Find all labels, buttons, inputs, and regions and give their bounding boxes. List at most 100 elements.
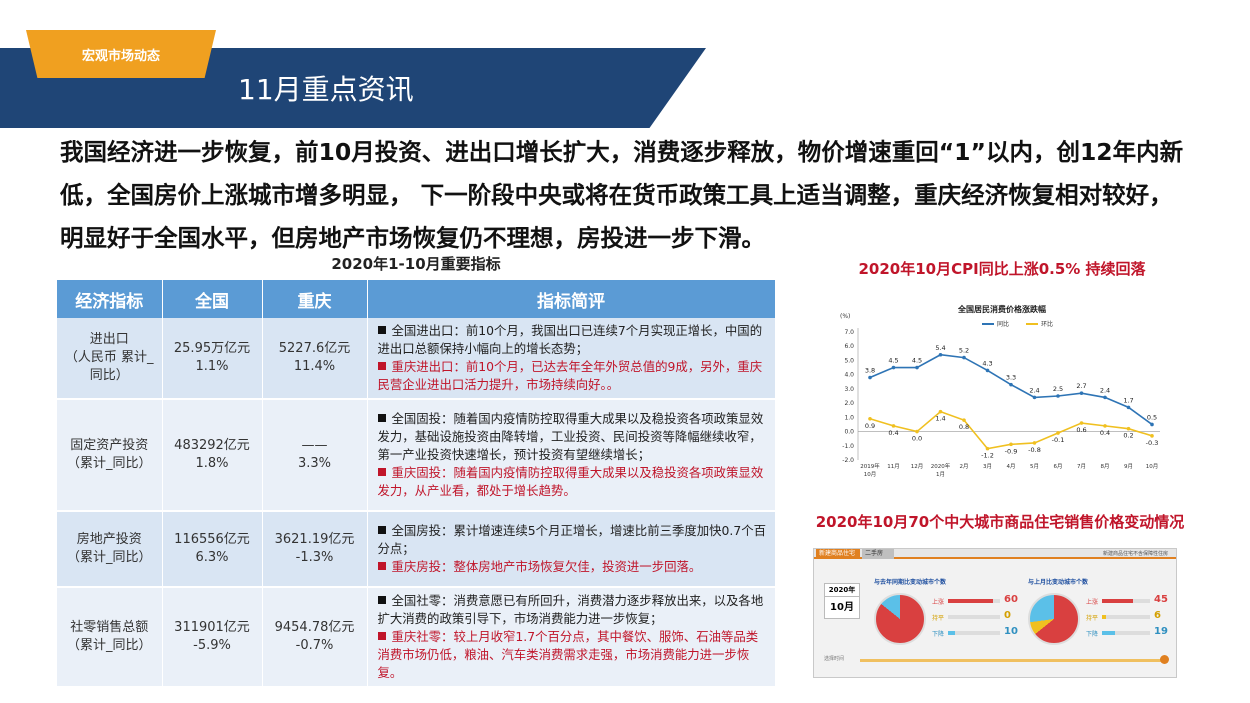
bullet-square-icon: [377, 562, 386, 570]
bullet-square-icon: [377, 414, 386, 422]
mom-up-label: 上涨: [1086, 599, 1099, 606]
national-comment: 全国社零：消费意愿已有所回升，消费潜力逐步释放出来，以及各地扩大消费的政策引导下…: [377, 592, 769, 628]
data-label: 4.3: [982, 359, 992, 367]
x-tick-label: 2019年: [860, 462, 880, 470]
y-tick-label: 0.0: [844, 429, 854, 436]
table-row: 固定资产投资 （累计_同比） 483292亿元 1.8% —— 3.3% 全国固投：随…: [57, 399, 776, 512]
y-tick-label: 3.0: [844, 386, 854, 393]
data-point: [1009, 442, 1013, 447]
y-tick-label: 7.0: [844, 329, 854, 336]
cell-comment: 全国固投：随着国内疫情防控取得重大成果以及稳投资各项政策显效发力，基础设施投资由…: [367, 399, 776, 512]
table-row: 进出口 （人民币 累计_同比） 25.95万亿元 1.1% 5227.6亿元 11.…: [57, 318, 776, 400]
cell-chongqing: —— 3.3%: [262, 399, 368, 512]
bullet-square-icon: [377, 326, 386, 334]
yoy-up-label: 上涨: [932, 599, 945, 606]
data-point: [1150, 434, 1154, 438]
data-point: [1103, 395, 1107, 400]
comment-text: 重庆固投：随着国内疫情防控取得重大成果以及稳投资各项政策显效发力，从产业看，都处…: [377, 465, 764, 498]
y-axis-label: (%): [840, 313, 850, 320]
date-year: 2020年: [825, 584, 859, 597]
data-label: 0.4: [1100, 429, 1110, 437]
y-tick-label: -2.0: [842, 457, 854, 464]
data-label: -0.9: [1005, 447, 1018, 455]
date-month: 10月: [830, 602, 854, 613]
tab-used-housing[interactable]: 二手房: [862, 549, 894, 559]
yoy-down-count: 10: [1004, 626, 1018, 637]
date-selector[interactable]: 2020年 10月: [824, 583, 860, 619]
data-point: [1126, 405, 1131, 410]
table-row: 房地产投资 （累计_同比） 116556亿元 6.3% 3621.19亿元 -1.3…: [57, 511, 776, 588]
yoy-down-bar: [948, 631, 956, 635]
data-label: 5.4: [935, 344, 945, 352]
data-point: [891, 365, 896, 370]
data-point: [1056, 394, 1060, 398]
cell-national: 483292亿元 1.8%: [162, 399, 263, 512]
data-point: [1056, 431, 1060, 435]
data-point: [891, 424, 896, 428]
data-label: 3.8: [865, 367, 875, 375]
mom-flat-count: 6: [1154, 610, 1161, 621]
cell-national: 25.95万亿元 1.1%: [162, 318, 263, 400]
comment-text: 全国社零：消费意愿已有所回升，消费潜力逐步释放出来，以及各地扩大消费的政策引导下…: [377, 593, 764, 626]
national-comment: 全国房投：累计增速连续5个月正增长，增速比前三季度加快0.7个百分点；: [377, 522, 769, 558]
bullet-square-icon: [377, 632, 386, 640]
y-tick-label: 5.0: [844, 357, 854, 364]
mom-down-bar: [1102, 631, 1116, 635]
x-tick-label: 1月: [936, 471, 945, 478]
cell-chongqing: 3621.19亿元 -1.3%: [262, 511, 368, 588]
col-header-national: 全国: [162, 280, 263, 318]
data-point: [1009, 382, 1013, 387]
data-label: -1.2: [981, 452, 994, 460]
data-point: [1032, 441, 1037, 445]
timeline-handle[interactable]: [1160, 655, 1169, 664]
mom-down-count: 19: [1154, 626, 1168, 637]
data-point: [1126, 426, 1131, 431]
x-tick-label: 4月: [1007, 463, 1016, 470]
x-tick-label: 10月: [864, 471, 877, 478]
chongqing-comment: 重庆固投：随着国内疫情防控取得重大成果以及稳投资各项政策显效发力，从产业看，都处…: [377, 464, 769, 500]
col-header-chongqing: 重庆: [262, 280, 368, 318]
data-label: 4.5: [888, 357, 898, 365]
data-point: [938, 352, 943, 357]
data-point: [962, 418, 966, 422]
data-point: [1103, 424, 1107, 428]
chongqing-comment: 重庆社零：较上月收窄1.7个百分点，其中餐饮、服饰、石油等品类消费市场仍低，粮油…: [377, 628, 769, 682]
x-tick-label: 6月: [1054, 463, 1063, 470]
yoy-label: 与去年同期比变动城市个数: [874, 579, 947, 586]
data-label: 3.3: [1006, 374, 1016, 382]
y-tick-label: 4.0: [844, 372, 854, 379]
x-tick-label: 12月: [911, 463, 924, 470]
data-label: -0.3: [1146, 439, 1159, 447]
table-header-row: 经济指标 全国 重庆 指标简评: [57, 280, 776, 318]
col-header-indicator: 经济指标: [57, 280, 163, 318]
y-tick-label: 1.0: [844, 414, 854, 421]
data-point: [868, 375, 872, 380]
indicator-table: 经济指标 全国 重庆 指标简评 进出口 （人民币 累计_同比） 25.95万亿元 …: [57, 280, 776, 688]
data-label: 0.5: [1147, 413, 1157, 421]
legend-label: 环比: [1041, 320, 1053, 328]
yoy-flat-count: 0: [1004, 610, 1011, 621]
legend-label: 同比: [997, 320, 1009, 328]
x-tick-label: 11月: [887, 463, 900, 470]
cpi-chart-svg: 全国居民消费价格涨跌幅 (%) 同比 环比 7.0 6.0 5.0 4.0 3.0 2.0 1.0 0…: [840, 304, 1160, 478]
page-title: 11月重点资讯: [238, 73, 414, 106]
cell-indicator: 进出口 （人民币 累计_同比）: [57, 318, 163, 400]
bullet-square-icon: [377, 362, 386, 370]
section-tag: 宏观市场动态: [26, 30, 216, 78]
bullet-square-icon: [377, 526, 386, 534]
cell-indicator: 固定资产投资 （累计_同比）: [57, 399, 163, 512]
yoy-pie-chart: [874, 593, 926, 645]
bullet-square-icon: [377, 468, 386, 476]
data-label: 2.4: [1100, 386, 1110, 394]
comment-text: 全国房投：累计增速连续5个月正增长，增速比前三季度加快0.7个百分点；: [377, 523, 767, 556]
timeline-track[interactable]: [860, 659, 1166, 662]
data-label: 0.2: [1123, 432, 1133, 440]
tab-new-housing[interactable]: 新建商品住宅: [816, 549, 860, 559]
data-label: 0.6: [1076, 426, 1086, 434]
data-point: [868, 416, 872, 421]
mom-down-bar-bg: [1102, 631, 1150, 635]
x-tick-label: 2月: [960, 463, 969, 470]
mom-label: 与上月比变动城市个数: [1028, 579, 1089, 586]
data-point: [962, 355, 966, 360]
